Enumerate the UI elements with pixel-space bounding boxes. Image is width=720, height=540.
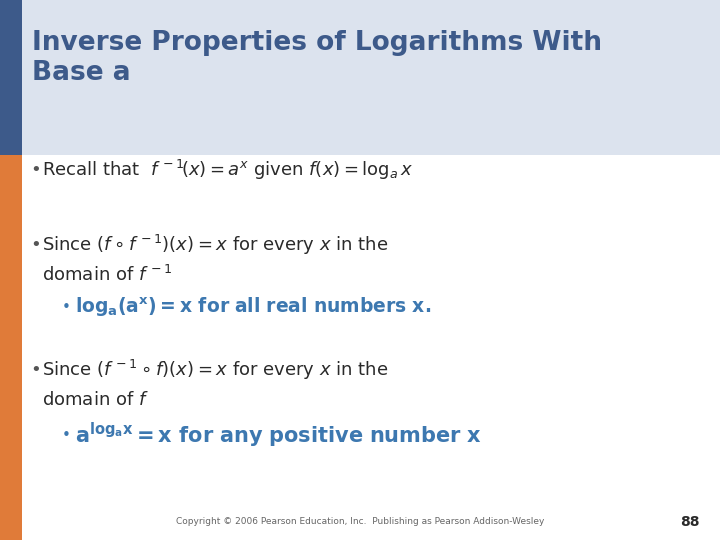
Text: 88: 88 xyxy=(680,515,700,529)
Bar xyxy=(0,0,720,155)
Text: •: • xyxy=(30,236,41,254)
Text: •: • xyxy=(30,361,41,379)
Bar xyxy=(0,0,22,155)
Text: •: • xyxy=(62,300,71,314)
Text: Since $(f^{\,-1} \circ f)(x) = x$ for every $x$ in the: Since $(f^{\,-1} \circ f)(x) = x$ for ev… xyxy=(42,358,388,382)
Text: Copyright © 2006 Pearson Education, Inc.  Publishing as Pearson Addison-Wesley: Copyright © 2006 Pearson Education, Inc.… xyxy=(176,517,544,526)
Text: $\mathbf{log_a(a^x) = x}$ $\mathbf{for\ all\ real\ numbers\ }$$\mathit{\mathbf{x: $\mathbf{log_a(a^x) = x}$ $\mathbf{for\ … xyxy=(75,295,431,319)
Text: Recall that  $f^{\,-1}\!(x) = a^x$ given $f(x) = \log_a x$: Recall that $f^{\,-1}\!(x) = a^x$ given … xyxy=(42,158,413,182)
Text: domain of $f$: domain of $f$ xyxy=(42,391,149,409)
Text: Inverse Properties of Logarithms With: Inverse Properties of Logarithms With xyxy=(32,30,602,56)
Bar xyxy=(0,155,22,540)
Text: •: • xyxy=(62,428,71,442)
Text: •: • xyxy=(30,161,41,179)
Text: Since $(f \circ f^{\,-1})(x) = x$ for every $x$ in the: Since $(f \circ f^{\,-1})(x) = x$ for ev… xyxy=(42,233,388,257)
Text: $\mathbf{a^{log_a x} = x}$ $\mathbf{for\ any\ positive\ number\ }$$\mathit{\math: $\mathbf{a^{log_a x} = x}$ $\mathbf{for\… xyxy=(75,421,482,450)
Bar xyxy=(0,0,22,155)
Text: Base a: Base a xyxy=(32,60,130,86)
Text: domain of $f^{\,-1}$: domain of $f^{\,-1}$ xyxy=(42,265,172,285)
